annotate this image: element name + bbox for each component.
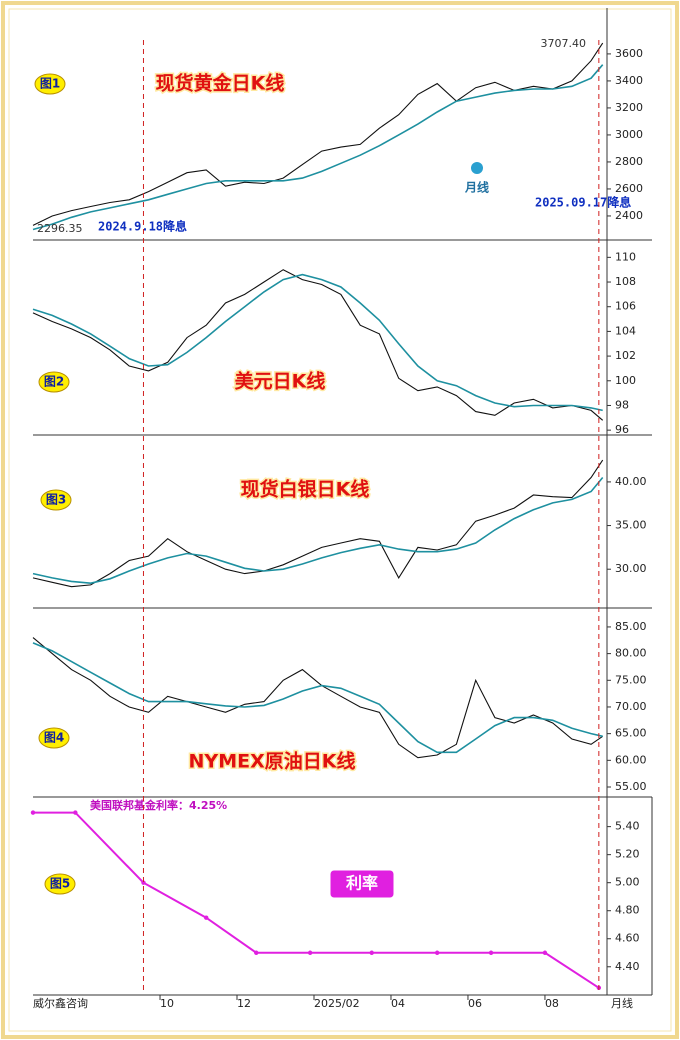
panel-title: 现货白银日K线 [241, 478, 370, 501]
panel-label: 图4 [44, 731, 64, 745]
y-tick-label: 2400 [615, 209, 643, 222]
y-tick-label: 3000 [615, 128, 643, 141]
panel-label: 图2 [44, 375, 64, 389]
y-tick-label: 104 [615, 324, 636, 337]
panel-label: 图1 [40, 77, 60, 91]
rate-point [488, 950, 494, 955]
panel-title: 利率 [346, 874, 378, 893]
y-tick-label: 40.00 [615, 475, 647, 488]
y-tick-label: 106 [615, 300, 636, 313]
panel-badge [38, 727, 70, 749]
panel-title: NYMEX原油日K线 [189, 750, 356, 773]
y-tick-label: 4.60 [615, 932, 640, 945]
x-tick-label: 2025/02 [314, 997, 360, 1010]
y-tick-label: 96 [615, 423, 629, 436]
y-tick-label: 3600 [615, 47, 643, 60]
y-tick-label: 35.00 [615, 519, 647, 532]
rate-point [434, 950, 440, 955]
y-tick-label: 4.80 [615, 904, 640, 917]
y-tick-label: 85.00 [615, 620, 647, 633]
panel-label: 图3 [46, 493, 66, 507]
y-tick-label: 70.00 [615, 700, 647, 713]
series-line [32, 273, 603, 412]
rate-point [254, 950, 259, 955]
rate-point [542, 950, 548, 955]
y-tick-label: 102 [615, 349, 636, 362]
max-label: 3707.40 [541, 37, 587, 50]
y-tick-label: 5.00 [615, 876, 640, 889]
series-line [32, 64, 604, 231]
panel-badge [38, 371, 70, 393]
rate-point [204, 915, 209, 920]
rate-point [73, 810, 78, 815]
y-tick-label: 2800 [615, 155, 643, 168]
x-tick-label: 08 [545, 997, 559, 1010]
panel-badge [44, 873, 76, 895]
y-tick-label: 55.00 [615, 780, 647, 793]
y-tick-label: 4.40 [615, 960, 640, 973]
y-tick-label: 100 [615, 374, 636, 387]
y-tick-label: 3400 [615, 74, 643, 87]
y-tick-label: 2600 [615, 182, 643, 195]
x-tick-label: 10 [160, 997, 174, 1010]
y-tick-label: 108 [615, 275, 636, 288]
rate-point [307, 950, 313, 955]
y-tick-label: 98 [615, 398, 629, 411]
y-tick-label: 30.00 [615, 562, 647, 575]
cut-note: 2025.09.17降息 [535, 195, 631, 210]
rate-point [369, 950, 374, 955]
panel-badge [34, 73, 66, 95]
month-label: 月线 [464, 180, 489, 195]
series-line [32, 637, 604, 759]
series-line [32, 459, 604, 588]
rate-point [30, 810, 36, 815]
y-tick-label: 65.00 [615, 727, 647, 740]
panel-title: 美元日K线 [235, 370, 326, 393]
x-tick-label: 06 [468, 997, 482, 1010]
y-tick-label: 60.00 [615, 753, 647, 766]
panel-badge [40, 489, 72, 511]
rate-point [141, 880, 146, 885]
y-tick-label: 80.00 [615, 647, 647, 660]
frame-inner [8, 8, 672, 1032]
rate-note: 美国联邦基金利率：4.25% [90, 798, 227, 812]
y-tick-label: 5.20 [615, 848, 640, 861]
min-label: 2296.35 [37, 222, 83, 235]
panel-label: 图5 [50, 877, 70, 891]
series-line [32, 269, 604, 421]
x-tick-label: 12 [237, 997, 251, 1010]
panel-title: 现货黄金日K线 [156, 72, 285, 95]
series-line [33, 811, 600, 989]
source: 威尔鑫咨询 [33, 996, 88, 1010]
cut-note: 2024.9.18降息 [98, 219, 187, 234]
y-tick-label: 110 [615, 250, 636, 263]
series-line [32, 476, 604, 585]
period: 月线 [611, 996, 633, 1010]
x-tick-label: 04 [391, 997, 405, 1010]
month-dot [471, 162, 483, 174]
series-line [32, 42, 604, 226]
y-tick-label: 3200 [615, 101, 643, 114]
y-tick-label: 75.00 [615, 673, 647, 686]
series-line [32, 642, 603, 754]
y-tick-label: 5.40 [615, 820, 640, 833]
title-box [329, 869, 395, 899]
